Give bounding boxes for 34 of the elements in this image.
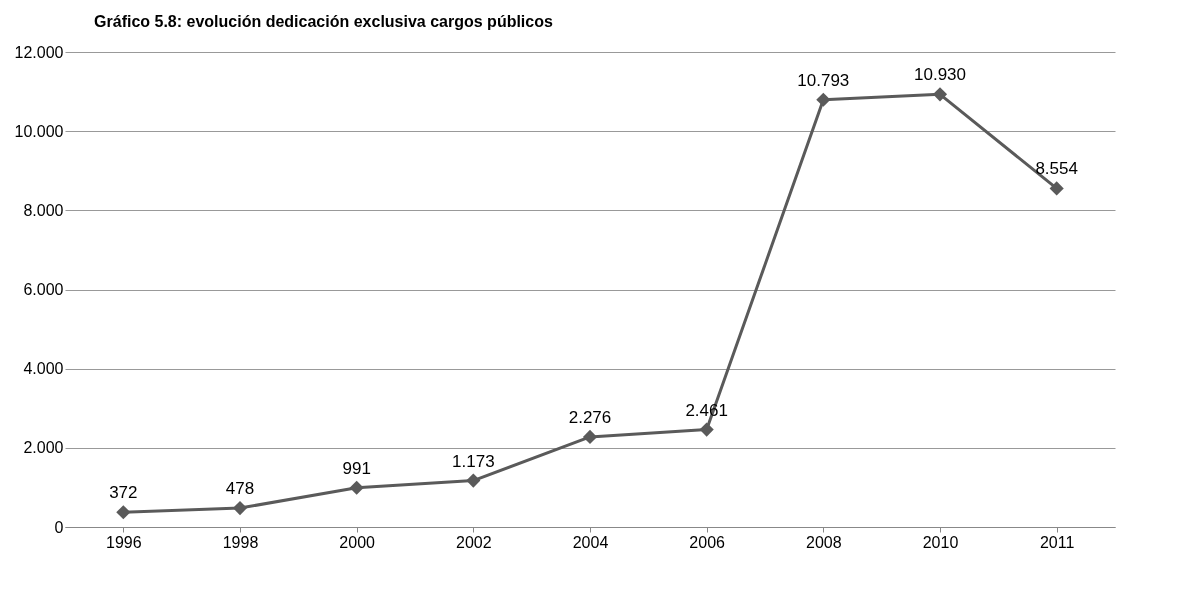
- x-tick-label: 2000: [339, 533, 376, 551]
- x-tick-label: 2006: [689, 533, 726, 551]
- chart-title: Gráfico 5.8: evolución dedicación exclusiva cargos públicos: [94, 13, 553, 30]
- x-tick-label: 2002: [456, 533, 492, 551]
- point: [816, 92, 831, 107]
- x-tick-label: 2011: [1039, 533, 1075, 551]
- text: 1.173: [452, 451, 495, 471]
- text: 2.276: [568, 407, 612, 427]
- point: [699, 422, 714, 437]
- x-tick-label: 2010: [922, 533, 959, 551]
- y-tick-label: 0: [54, 518, 64, 536]
- y-tick-label: 8.000: [23, 201, 64, 219]
- y-tick-label: 2.000: [23, 439, 64, 457]
- x-tick-label: 1998: [222, 533, 259, 551]
- y-tick-label: 4.000: [23, 360, 64, 378]
- x-tick-label: 2004: [572, 533, 609, 551]
- text: 10.930: [914, 65, 966, 85]
- point: [466, 473, 481, 488]
- y-tick-label: 6.000: [23, 281, 64, 298]
- text: 8.554: [1035, 159, 1078, 179]
- text: 478: [225, 479, 255, 499]
- y-tick-label: 10.000: [14, 122, 64, 140]
- text: 10.793: [797, 70, 850, 90]
- point: [1049, 181, 1064, 196]
- point: [582, 429, 598, 444]
- text: 991: [342, 458, 371, 478]
- y-tick-label: 12.000: [14, 43, 64, 61]
- point: [349, 480, 364, 495]
- point: [232, 501, 248, 516]
- point: [932, 87, 948, 102]
- point: [116, 505, 131, 520]
- x-tick-label: 2008: [806, 533, 842, 551]
- x-tick-label: 1996: [106, 533, 142, 551]
- text: 372: [109, 483, 138, 503]
